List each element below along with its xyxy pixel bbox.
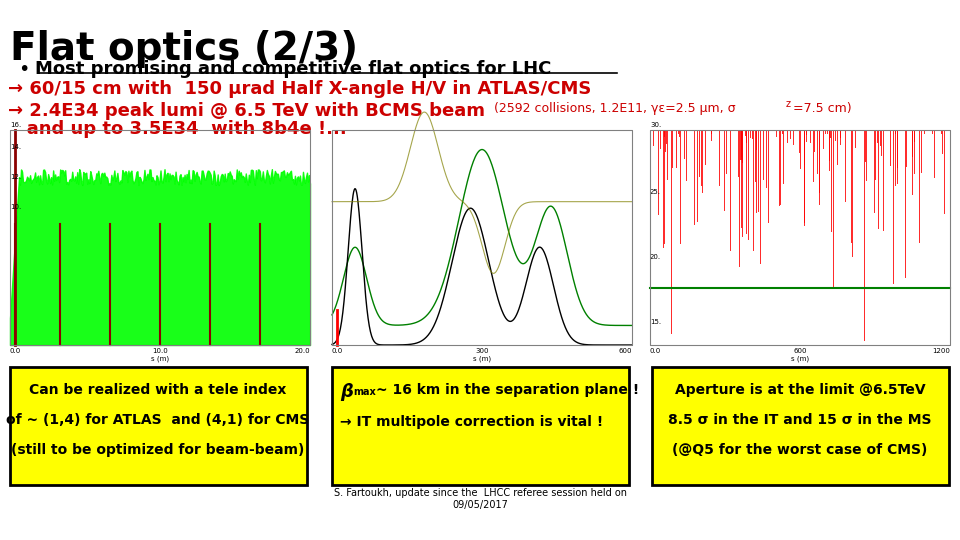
Text: 14.: 14. (10, 144, 21, 150)
Text: 1200: 1200 (932, 348, 950, 354)
Text: 25.: 25. (650, 189, 661, 195)
FancyBboxPatch shape (332, 367, 629, 485)
FancyBboxPatch shape (10, 367, 307, 485)
Text: S. Fartoukh, update since the  LHCC referee session held on
09/05/2017: S. Fartoukh, update since the LHCC refer… (333, 488, 627, 510)
Text: s (m): s (m) (473, 356, 492, 362)
Text: 20.: 20. (650, 254, 661, 260)
Text: (2592 collisions, 1.2E11, γε=2.5 μm, σ: (2592 collisions, 1.2E11, γε=2.5 μm, σ (490, 102, 735, 115)
Text: Can be realized with a tele index: Can be realized with a tele index (30, 383, 287, 397)
Text: 10.: 10. (10, 204, 21, 210)
FancyBboxPatch shape (652, 367, 949, 485)
Text: Aperture is at the limit @6.5TeV: Aperture is at the limit @6.5TeV (675, 383, 925, 397)
Text: 20.0: 20.0 (295, 348, 310, 354)
Text: → 60/15 cm with  150 μrad Half X-angle H/V in ATLAS/CMS: → 60/15 cm with 150 μrad Half X-angle H/… (8, 80, 591, 98)
Text: 0.0: 0.0 (10, 348, 21, 354)
Text: Most promising and competitive flat optics for LHC: Most promising and competitive flat opti… (35, 60, 551, 78)
Text: 12.: 12. (10, 174, 21, 180)
Text: and up to 3.5E34  with 8b4e !...: and up to 3.5E34 with 8b4e !... (8, 120, 347, 138)
Text: z: z (786, 99, 791, 109)
Text: s (m): s (m) (791, 356, 809, 362)
Text: 600: 600 (618, 348, 632, 354)
Text: 15.: 15. (650, 319, 661, 325)
FancyBboxPatch shape (650, 130, 950, 345)
Text: 600: 600 (793, 348, 806, 354)
Text: β: β (340, 383, 353, 401)
Text: •: • (18, 60, 30, 79)
Text: 10.0: 10.0 (152, 348, 168, 354)
Text: → 2.4E34 peak lumi @ 6.5 TeV with BCMS beam: → 2.4E34 peak lumi @ 6.5 TeV with BCMS b… (8, 102, 485, 120)
Text: 0.0: 0.0 (650, 348, 661, 354)
Text: of ~ (1,4) for ATLAS  and (4,1) for CMS: of ~ (1,4) for ATLAS and (4,1) for CMS (7, 413, 310, 427)
Text: → IT multipole correction is vital !: → IT multipole correction is vital ! (340, 415, 603, 429)
Text: 30.: 30. (650, 122, 661, 128)
Text: =7.5 cm): =7.5 cm) (793, 102, 852, 115)
Text: 0.0: 0.0 (332, 348, 344, 354)
Text: max: max (353, 387, 375, 397)
Text: s (m): s (m) (151, 356, 169, 362)
Text: Flat optics (2/3): Flat optics (2/3) (10, 30, 358, 68)
FancyBboxPatch shape (332, 130, 632, 345)
Text: (@Q5 for the worst case of CMS): (@Q5 for the worst case of CMS) (672, 443, 927, 457)
Text: ~ 16 km in the separation plane !: ~ 16 km in the separation plane ! (376, 383, 639, 397)
Text: 8.5 σ in the IT and 15 σ in the MS: 8.5 σ in the IT and 15 σ in the MS (668, 413, 932, 427)
Text: 16.: 16. (10, 122, 21, 128)
Text: 300: 300 (475, 348, 489, 354)
FancyBboxPatch shape (10, 130, 310, 345)
Text: (still to be optimized for beam-beam): (still to be optimized for beam-beam) (12, 443, 304, 457)
